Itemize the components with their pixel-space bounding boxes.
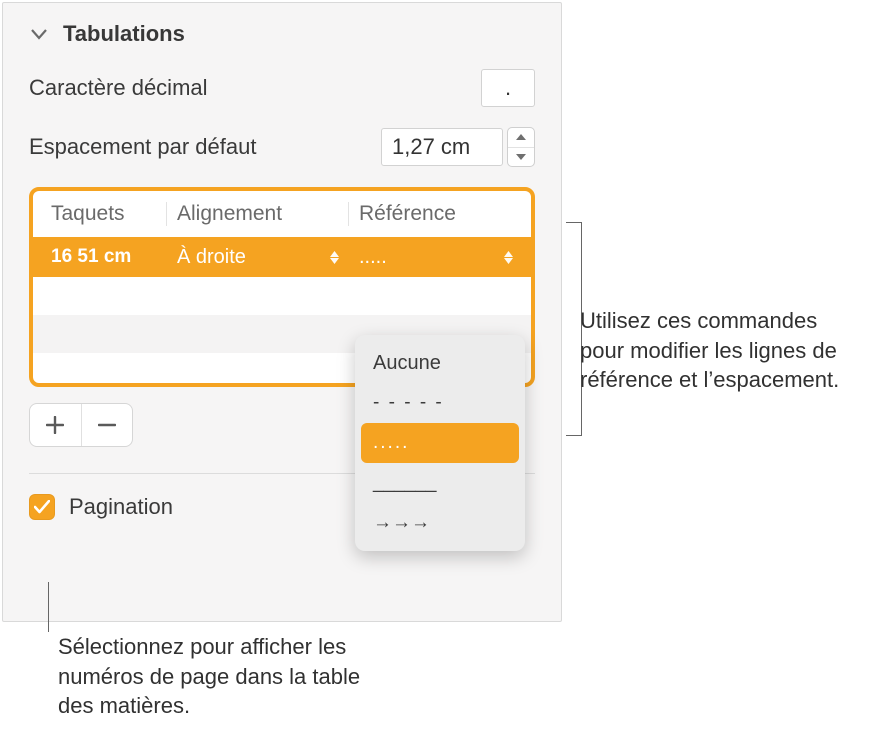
- callout-bottom: Sélectionnez pour afficher les numéros d…: [58, 632, 398, 721]
- leader-option-none[interactable]: Aucune: [361, 343, 519, 383]
- stepper-up-icon[interactable]: [508, 128, 534, 147]
- col-stops[interactable]: Taquets: [41, 202, 167, 226]
- decimal-char-row: Caractère décimal .: [29, 69, 535, 107]
- updown-icon: [330, 251, 339, 264]
- callout-leader-line: [48, 582, 49, 632]
- leader-option-underline[interactable]: ______: [361, 463, 519, 503]
- alignment-value: À droite: [177, 246, 246, 269]
- default-spacing-row: Espacement par défaut 1,27 cm: [29, 127, 535, 167]
- section-header[interactable]: Tabulations: [29, 21, 535, 47]
- decimal-char-label: Caractère décimal: [29, 75, 208, 101]
- leader-value: .....: [359, 246, 387, 269]
- table-row[interactable]: 16 51 cm À droite .....: [33, 237, 531, 277]
- col-alignment[interactable]: Alignement: [167, 202, 349, 226]
- add-remove-control: [29, 403, 133, 447]
- pagination-checkbox[interactable]: [29, 494, 55, 520]
- callout-right: Utilisez ces commandes pour modifier les…: [580, 306, 860, 395]
- updown-icon: [504, 251, 513, 264]
- stepper-down-icon[interactable]: [508, 147, 534, 167]
- default-spacing-field[interactable]: 1,27 cm: [381, 128, 503, 166]
- decimal-char-field[interactable]: .: [481, 69, 535, 107]
- leader-option-dashes[interactable]: - - - - -: [361, 383, 519, 423]
- col-leader[interactable]: Référence: [349, 202, 523, 226]
- table-row: [33, 277, 531, 315]
- default-spacing-label: Espacement par défaut: [29, 134, 256, 160]
- pagination-label: Pagination: [69, 494, 173, 520]
- add-button[interactable]: [30, 404, 81, 446]
- leader-option-dots[interactable]: .....: [361, 423, 519, 463]
- remove-button[interactable]: [81, 404, 133, 446]
- cell-alignment[interactable]: À droite: [167, 246, 349, 269]
- leader-dropdown[interactable]: Aucune - - - - - ..... ______ →→→: [355, 335, 525, 551]
- chevron-down-icon: [29, 24, 49, 44]
- spacing-stepper[interactable]: [507, 127, 535, 167]
- leader-option-arrows[interactable]: →→→: [361, 503, 519, 543]
- cell-stop-value[interactable]: 16 51 cm: [41, 246, 167, 268]
- table-header: Taquets Alignement Référence: [33, 191, 531, 237]
- cell-leader[interactable]: .....: [349, 246, 523, 269]
- section-title: Tabulations: [63, 21, 185, 47]
